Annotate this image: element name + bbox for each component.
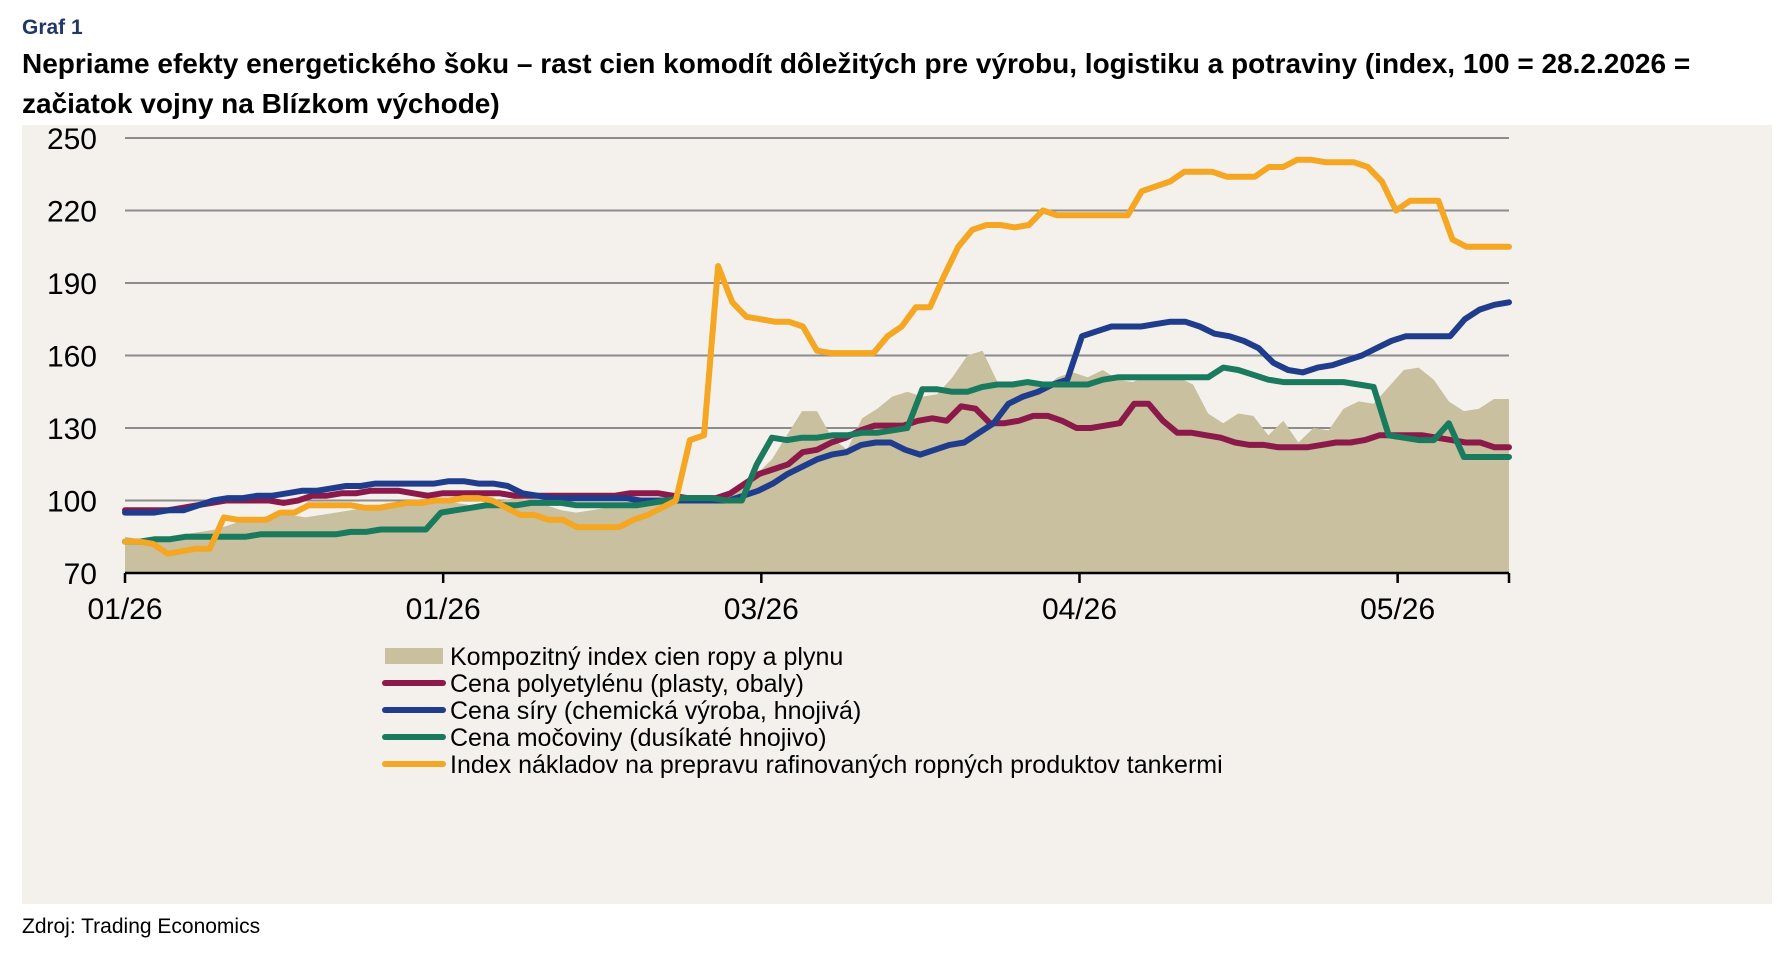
line-series bbox=[122, 156, 1512, 557]
line-series-2 bbox=[122, 299, 1512, 516]
y-tick-label: 220 bbox=[47, 196, 97, 229]
y-tick-label: 190 bbox=[47, 268, 97, 301]
y-tick-label: 130 bbox=[47, 413, 97, 446]
y-tick-label: 100 bbox=[47, 486, 97, 519]
x-tick-label: 05/26 bbox=[1360, 593, 1435, 626]
axes: 70 100 130 160 190 220 250 01/26 01/26 03/26 04/26… bbox=[47, 125, 1511, 626]
chart-title: Nepriame efekty energetického šoku – ras… bbox=[22, 48, 1691, 119]
source-note: Zdroj: Trading Economics bbox=[22, 915, 261, 938]
legend-swatch-area bbox=[385, 648, 443, 664]
x-tick-label: 04/26 bbox=[1042, 593, 1117, 626]
y-tick-label: 250 bbox=[47, 125, 97, 156]
line-series-3 bbox=[122, 364, 1512, 545]
chart-svg: 70 100 130 160 190 220 250 01/26 01/26 03/26 04/26… bbox=[47, 125, 1512, 779]
x-tick-label: 01/26 bbox=[87, 593, 162, 626]
y-tick-label: 70 bbox=[64, 558, 97, 591]
x-tick-label: 03/26 bbox=[724, 593, 799, 626]
y-tick-label: 160 bbox=[47, 341, 97, 374]
chart-area: 70 100 130 160 190 220 250 01/26 01/26 03/26 04/26… bbox=[22, 125, 1772, 904]
legend-label: Cena polyetylénu (plasty, obaly) bbox=[450, 670, 804, 698]
chart-label: Graf 1 bbox=[22, 16, 83, 39]
legend-label: Kompozitný index cien ropy a plynu bbox=[450, 643, 843, 671]
line-series-4 bbox=[122, 156, 1512, 557]
legend-label: Index nákladov na prepravu rafinovaných … bbox=[450, 751, 1223, 779]
legend-label: Cena síry (chemická výroba, hnojivá) bbox=[450, 697, 861, 725]
x-tick-label: 01/26 bbox=[406, 593, 481, 626]
line-series-1 bbox=[122, 400, 1512, 514]
legend-label: Cena močoviny (dusíkaté hnojivo) bbox=[450, 724, 827, 752]
